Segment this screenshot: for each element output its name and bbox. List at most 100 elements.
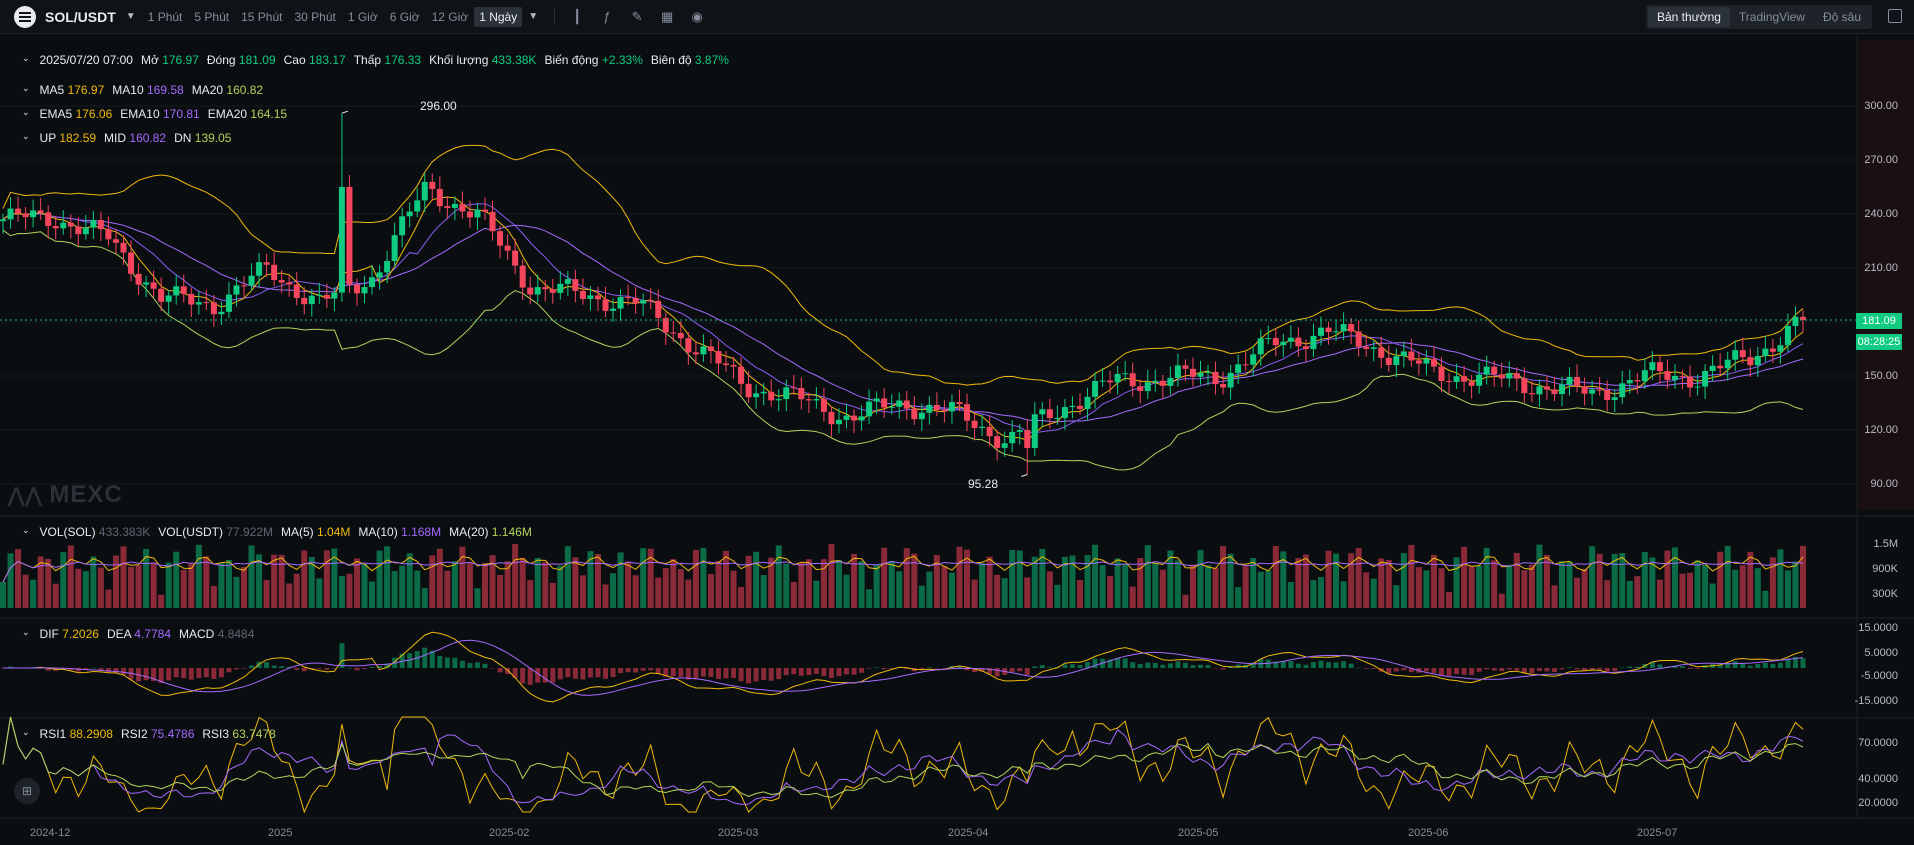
top-toolbar: SOL/USDT ▼ 1 Phút 5 Phút 15 Phút 30 Phút… [0, 0, 1914, 34]
macd-bar [1280, 661, 1286, 668]
candle-body [1348, 324, 1355, 332]
interval-1h[interactable]: 1 Giờ [347, 9, 378, 24]
layout-grid-icon[interactable]: ▦ [660, 8, 674, 24]
boll-mid-line [2, 213, 1804, 423]
macd-bar [1265, 659, 1271, 668]
draw-pencil-icon[interactable]: ✎ [631, 8, 643, 24]
tab-normal[interactable]: Bản thường [1647, 7, 1730, 27]
candle-body [195, 302, 202, 305]
symbol-title[interactable]: SOL/USDT [45, 8, 116, 25]
volume-bar [768, 557, 775, 608]
tab-depth[interactable]: Độ sâu [1822, 10, 1861, 24]
vol-chevron-icon[interactable]: ⌄ [22, 525, 30, 535]
macd-bar [181, 668, 187, 679]
candle-body [1777, 345, 1784, 352]
interval-6h[interactable]: 6 Giờ [389, 9, 420, 24]
volume-bar [519, 557, 526, 608]
macd-bar [1115, 657, 1121, 668]
candle-body [301, 297, 308, 305]
interval-1d-active[interactable]: 1 Ngày [474, 6, 523, 27]
symbol-dropdown-icon[interactable]: ▼ [125, 11, 136, 22]
macd-bar [1770, 663, 1776, 668]
indicators-icon[interactable]: ƒ [603, 8, 611, 24]
open-label: Mở [140, 53, 159, 67]
candle-body [527, 287, 534, 295]
interval-1m[interactable]: 1 Phút [147, 9, 183, 24]
ema-legend: ⌄ EMA5 176.06 EMA10 170.81 EMA20 164.15 [22, 107, 287, 121]
volume-bar [429, 555, 436, 608]
interval-dropdown-icon[interactable]: ▼ [528, 11, 539, 22]
pane-settings-icon[interactable]: ⊞ [14, 778, 40, 804]
candle-body [1159, 380, 1166, 386]
volume-bar [1430, 554, 1437, 608]
volume-bar [1513, 553, 1520, 608]
candle-body [1227, 372, 1234, 388]
vol-sol-label: VOL(SOL) [39, 525, 96, 539]
candle-body [685, 338, 692, 353]
candle-body [594, 295, 601, 300]
collapse-chevron-icon[interactable]: ⌄ [22, 53, 30, 63]
candle-body [391, 235, 398, 261]
macd-chevron-icon[interactable]: ⌄ [22, 627, 30, 637]
candle-body [1400, 351, 1407, 357]
volume-bar [1107, 575, 1114, 608]
candle-body [926, 404, 933, 413]
macd-bar [1401, 668, 1407, 671]
macd-bar [1032, 666, 1038, 668]
macd-bar [196, 668, 202, 679]
macd-bar [753, 668, 759, 682]
volume-bar [1792, 561, 1799, 608]
macd-bar [1619, 667, 1625, 669]
volume-bar [22, 574, 29, 608]
macd-bar [964, 668, 970, 671]
volume-bar [964, 549, 971, 608]
ema-chevron-icon[interactable]: ⌄ [22, 107, 30, 117]
macd-y-tick: 5.0000 [1864, 647, 1898, 659]
candle-body [519, 265, 526, 288]
screenshot-camera-icon[interactable]: ◉ [691, 8, 703, 24]
macd-bar [1160, 664, 1166, 668]
candle-body [1491, 366, 1498, 375]
candle-body [790, 387, 797, 389]
macd-bar [565, 668, 571, 678]
volume-bar [1400, 553, 1407, 608]
macd-bar [467, 663, 473, 668]
candle-body [1122, 373, 1129, 375]
candle-body [308, 295, 315, 305]
candle-body [1054, 417, 1061, 419]
candle-type-icon[interactable]: ┃ [573, 8, 582, 24]
rsi2-label: RSI2 [120, 727, 148, 741]
macd-bar [279, 666, 285, 668]
volume-bar [1671, 547, 1678, 608]
interval-30m[interactable]: 30 Phút [294, 9, 336, 24]
candle-body [1287, 337, 1294, 342]
macd-bar [1476, 668, 1482, 672]
dea-value: 4.7784 [134, 627, 171, 641]
candle-body [1393, 356, 1400, 365]
candle-body [263, 262, 270, 265]
boll-chevron-icon[interactable]: ⌄ [22, 131, 30, 141]
tab-tradingview[interactable]: TradingView [1738, 10, 1805, 24]
macd-bar [1612, 668, 1618, 671]
interval-12h[interactable]: 12 Giờ [431, 9, 469, 24]
macd-bar [249, 665, 255, 668]
fullscreen-icon[interactable] [1888, 9, 1902, 23]
candle-body [1694, 386, 1701, 388]
rsi3-value: 63.7478 [232, 727, 276, 741]
ma-chevron-icon[interactable]: ⌄ [22, 83, 30, 93]
volume-bar [346, 573, 353, 608]
interval-15m[interactable]: 15 Phút [241, 9, 283, 24]
candle-body [677, 332, 684, 339]
macd-bar [1800, 658, 1806, 668]
macd-bar [1250, 662, 1256, 668]
candle-body [1558, 384, 1565, 395]
candle-body [617, 297, 624, 309]
volume-bar [1325, 550, 1332, 608]
volume-bar [128, 566, 135, 608]
rsi-chevron-icon[interactable]: ⌄ [22, 727, 30, 737]
interval-5m[interactable]: 5 Phút [194, 9, 230, 24]
y-tick: 300.00 [1864, 100, 1898, 112]
macd-bar [1047, 667, 1053, 668]
